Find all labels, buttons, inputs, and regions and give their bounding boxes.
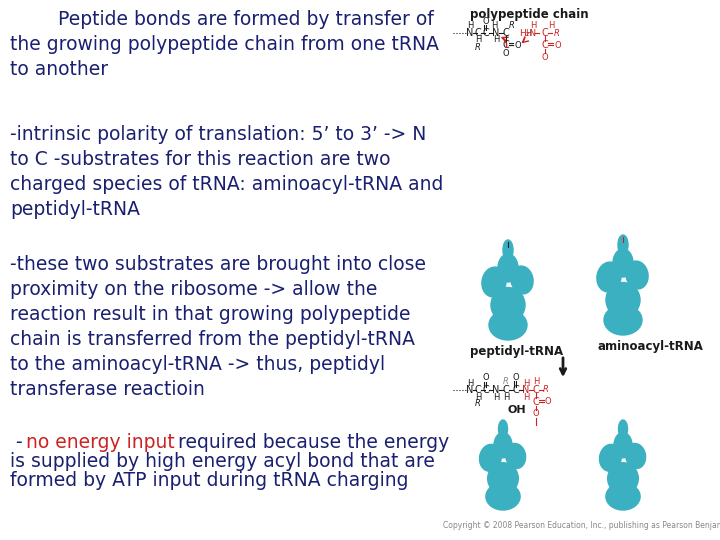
Text: OH: OH xyxy=(508,405,526,415)
Text: R: R xyxy=(503,377,509,387)
Text: C: C xyxy=(533,397,539,407)
Text: H: H xyxy=(492,36,499,44)
Text: C: C xyxy=(513,385,519,395)
Text: is supplied by high energy acyl bond that are: is supplied by high energy acyl bond tha… xyxy=(10,452,435,471)
Text: H: H xyxy=(474,393,481,402)
Text: C: C xyxy=(541,28,549,38)
Text: H: H xyxy=(467,22,473,30)
Ellipse shape xyxy=(626,261,648,289)
Text: H: H xyxy=(533,377,539,387)
Ellipse shape xyxy=(489,310,527,340)
Text: C: C xyxy=(474,385,482,395)
Ellipse shape xyxy=(494,433,512,458)
Ellipse shape xyxy=(626,443,646,469)
Ellipse shape xyxy=(618,235,628,255)
Ellipse shape xyxy=(480,444,501,471)
Text: H: H xyxy=(492,393,499,402)
Ellipse shape xyxy=(613,249,633,277)
Ellipse shape xyxy=(606,483,640,510)
Text: formed by ATP input during tRNA charging: formed by ATP input during tRNA charging xyxy=(10,471,408,490)
Text: R: R xyxy=(543,386,549,395)
Text: N: N xyxy=(467,385,474,395)
Ellipse shape xyxy=(618,420,628,438)
Text: H: H xyxy=(503,393,509,402)
Text: R: R xyxy=(475,400,481,408)
Text: O: O xyxy=(541,52,549,62)
Ellipse shape xyxy=(498,254,518,282)
Text: N: N xyxy=(467,28,474,38)
Ellipse shape xyxy=(606,282,640,318)
Text: Copyright © 2008 Pearson Education, Inc., publishing as Pearson Benjamin Cumming: Copyright © 2008 Pearson Education, Inc.… xyxy=(443,521,720,530)
Text: R: R xyxy=(554,29,560,37)
Text: H: H xyxy=(467,379,473,388)
Text: -intrinsic polarity of translation: 5’ to 3’ -> N
to C -substrates for this reac: -intrinsic polarity of translation: 5’ t… xyxy=(10,125,444,219)
Text: C: C xyxy=(482,28,490,38)
Text: O: O xyxy=(533,409,539,418)
Text: peptidyl-tRNA: peptidyl-tRNA xyxy=(470,345,563,358)
Text: C: C xyxy=(482,385,490,395)
Text: C: C xyxy=(503,40,509,50)
Ellipse shape xyxy=(491,287,525,322)
Text: R: R xyxy=(475,43,481,51)
Text: O: O xyxy=(515,40,521,50)
Text: H: H xyxy=(548,22,554,30)
Text: H₂N: H₂N xyxy=(519,29,536,37)
Text: C: C xyxy=(533,385,539,395)
Text: no energy input: no energy input xyxy=(26,433,175,452)
Text: N: N xyxy=(492,28,500,38)
Text: H: H xyxy=(523,393,529,402)
Text: aminoacyl-tRNA: aminoacyl-tRNA xyxy=(598,340,704,353)
Ellipse shape xyxy=(614,433,632,458)
Ellipse shape xyxy=(482,267,506,297)
Text: C: C xyxy=(474,28,482,38)
Ellipse shape xyxy=(503,240,513,260)
Text: H: H xyxy=(530,22,536,30)
Text: C: C xyxy=(503,385,509,395)
Text: -: - xyxy=(10,433,22,452)
Text: C: C xyxy=(503,28,509,38)
Text: H: H xyxy=(523,379,529,388)
Text: O: O xyxy=(482,17,490,25)
Ellipse shape xyxy=(487,463,518,494)
Ellipse shape xyxy=(608,463,639,494)
Text: H: H xyxy=(525,29,531,37)
Text: O: O xyxy=(554,40,562,50)
Text: O: O xyxy=(503,49,509,57)
Text: required because the energy: required because the energy xyxy=(172,433,449,452)
Text: -these two substrates are brought into close
proximity on the ribosome -> allow : -these two substrates are brought into c… xyxy=(10,255,426,399)
Ellipse shape xyxy=(498,420,508,438)
Text: H: H xyxy=(491,22,498,30)
Text: C: C xyxy=(541,40,549,50)
Text: O: O xyxy=(545,397,552,407)
Text: H: H xyxy=(474,36,481,44)
Text: Peptide bonds are formed by transfer of
the growing polypeptide chain from one t: Peptide bonds are formed by transfer of … xyxy=(10,10,439,79)
Text: N: N xyxy=(522,385,530,395)
Ellipse shape xyxy=(604,305,642,335)
Ellipse shape xyxy=(600,444,621,471)
Text: N: N xyxy=(492,385,500,395)
Ellipse shape xyxy=(505,443,526,469)
Text: polypeptide chain: polypeptide chain xyxy=(470,8,589,21)
Ellipse shape xyxy=(486,483,520,510)
Ellipse shape xyxy=(511,266,533,294)
Text: O: O xyxy=(482,374,490,382)
Text: O: O xyxy=(513,373,519,381)
Ellipse shape xyxy=(597,262,621,292)
Text: R: R xyxy=(509,22,515,30)
